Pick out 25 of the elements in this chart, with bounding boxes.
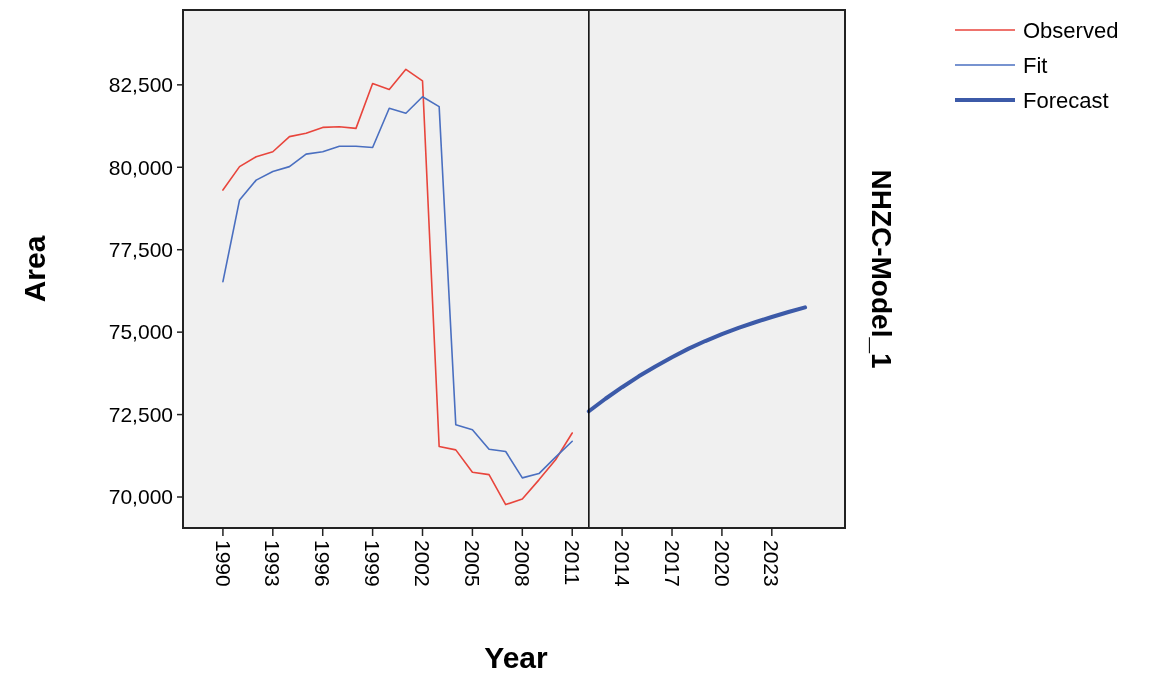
y-tick-label: 82,500 — [108, 73, 173, 97]
x-tick-label: 2005 — [461, 540, 485, 587]
x-tick-label: 2017 — [660, 540, 684, 587]
y-tick-label: 72,500 — [108, 402, 173, 426]
x-axis-title: Year — [484, 641, 549, 674]
x-tick-label: 1990 — [211, 540, 235, 587]
legend-label: Observed — [1023, 17, 1119, 43]
line-series — [586, 305, 808, 414]
legend-label: Forecast — [1023, 87, 1109, 113]
x-tick-label: 1996 — [311, 540, 335, 587]
y-tick-label: 70,000 — [108, 485, 173, 509]
x-tick-label: 2008 — [510, 540, 534, 587]
x-tick-label: 2002 — [411, 540, 435, 587]
legend-label: Fit — [1023, 52, 1048, 78]
x-tick-label: 2014 — [610, 540, 634, 588]
x-tick-label: 2020 — [710, 540, 734, 587]
y-axis-title: Area — [18, 235, 51, 303]
y-tick-label: 80,000 — [108, 155, 173, 179]
x-tick-label: 2011 — [560, 540, 584, 586]
y-tick-label: 75,000 — [108, 320, 173, 344]
x-tick-label: 2023 — [760, 540, 784, 587]
x-tick-label: 1999 — [361, 540, 385, 587]
y-tick-label: 77,500 — [108, 238, 173, 262]
text: NHZC-Model_1 — [866, 169, 897, 369]
x-tick-label: 1993 — [261, 540, 285, 587]
